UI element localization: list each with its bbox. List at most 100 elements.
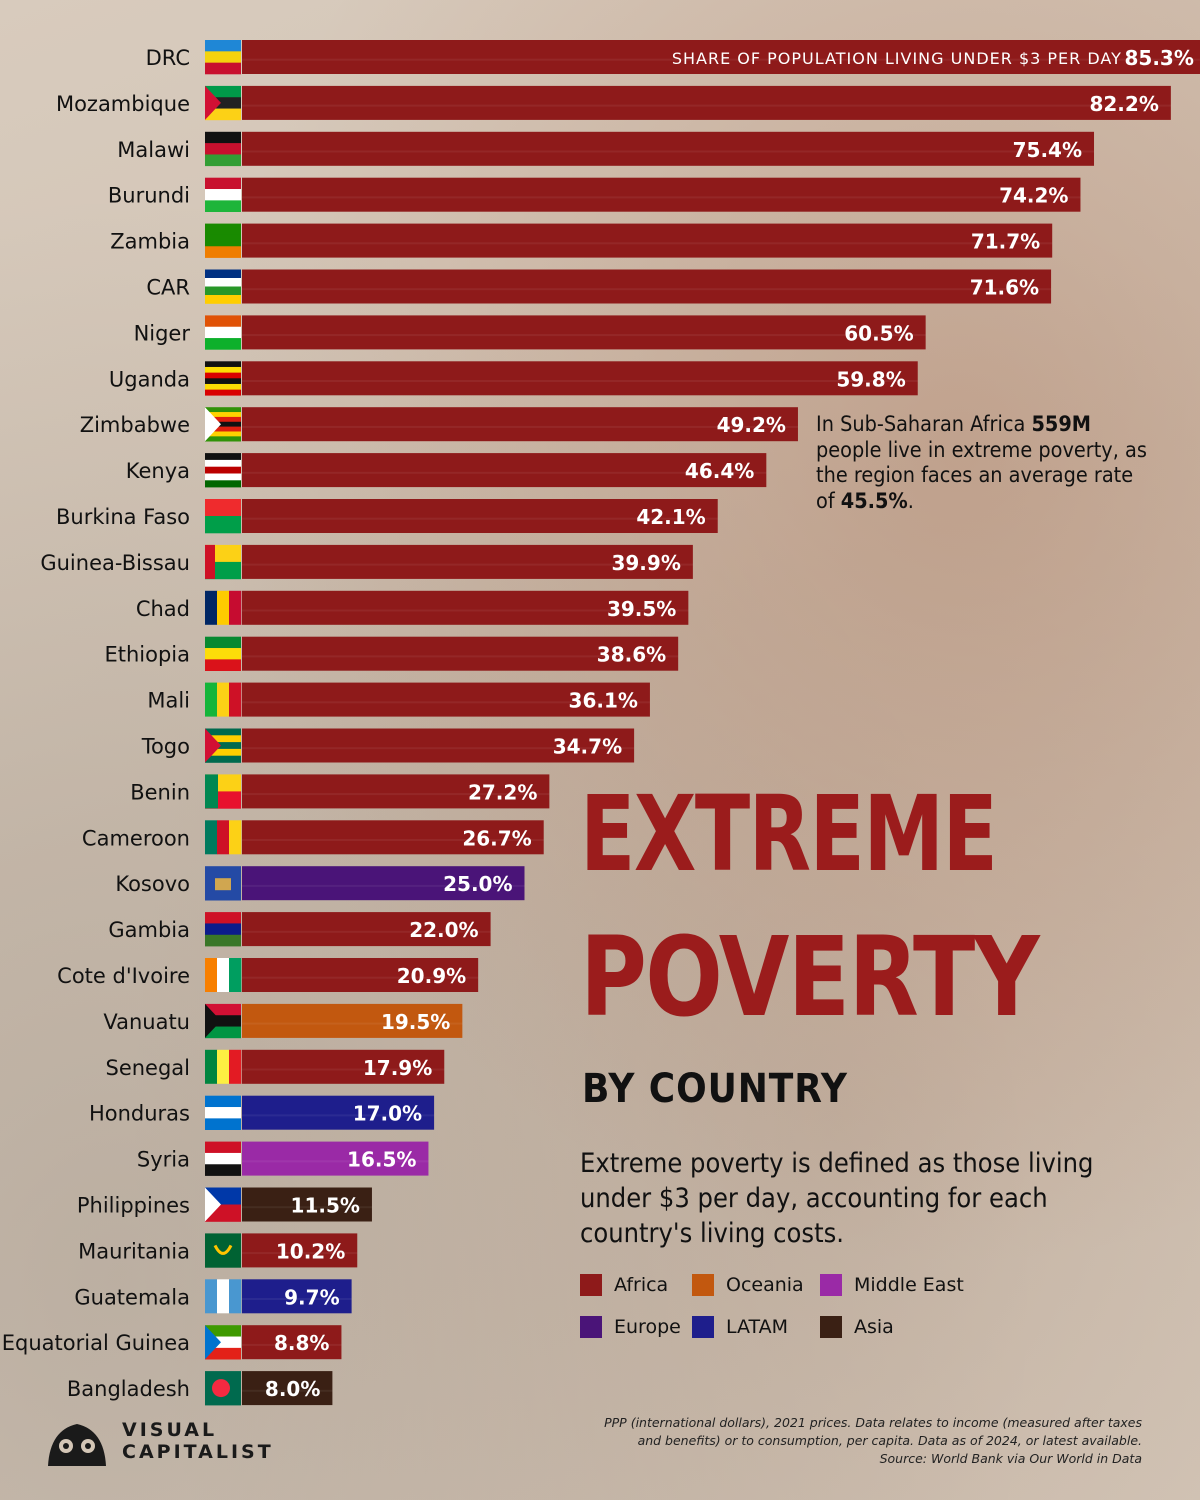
flag-icon [205,774,241,809]
visual-capitalist-logo: VISUAL CAPITALIST [44,1416,284,1472]
bar-texture [242,1114,435,1117]
bar-texture [242,150,1095,153]
flag-icon [205,1095,241,1130]
legend-swatch [820,1274,842,1296]
bar-texture [242,884,525,887]
bar [242,1095,435,1130]
bar [242,40,1200,74]
bar-row-honduras: Honduras 17.0% [89,1095,435,1130]
legend-label: Middle East [854,1274,964,1296]
value-label: 38.6% [597,643,666,667]
flag-icon [205,1233,241,1268]
bar-row-philippines: Philippines 11.5% [77,1187,372,1222]
flag-icon [205,866,241,901]
value-label: 49.2% [717,413,786,437]
headline-extreme: EXTREME [580,773,998,895]
category-label: Togo [141,735,190,759]
category-label: Uganda [109,367,190,391]
bar-row-kenya: Kenya 46.4% [126,453,767,488]
flag-icon [205,544,241,580]
category-label: Senegal [105,1056,190,1080]
bar-texture [242,58,1200,61]
legend-label: LATAM [726,1316,789,1338]
category-label: Vanuatu [103,1010,190,1034]
bar-row-togo: Togo 34.7% [141,728,635,763]
bar-texture [242,1206,372,1209]
bar-row-chad: Chad 39.5% [136,590,689,625]
bar [242,544,693,579]
bar [242,453,767,488]
bar-row-gambia: Gambia 22.0% [108,912,491,947]
category-label: Guatemala [74,1285,190,1309]
series-label: SHARE OF POPULATION LIVING UNDER $3 PER … [672,49,1122,68]
bar [242,636,679,671]
bar [242,85,1171,120]
bar [242,1003,463,1038]
category-label: Honduras [89,1102,190,1126]
category-label: Benin [130,780,190,804]
source-line-1: PPP (international dollars), 2021 prices… [604,1415,1142,1430]
value-label: 8.8% [274,1331,329,1355]
flag-icon [205,1003,241,1039]
legend-item-middle-east: Middle East [820,1272,964,1298]
value-label: 8.0% [265,1377,320,1401]
category-label: Guinea-Bissau [40,551,190,575]
logo-line-2: CAPITALIST [122,1440,274,1463]
bar-texture [242,1160,429,1163]
legend-swatch [820,1316,842,1338]
category-label: DRC [146,46,190,70]
category-label: Burkina Faso [56,505,190,529]
value-label: 34.7% [553,735,622,759]
legend-item-asia: Asia [820,1314,894,1340]
bar-texture [242,793,550,796]
bar-row-kosovo: Kosovo 25.0% [115,866,525,901]
bar [242,407,798,442]
bar-row-mali: Mali 36.1% [147,682,650,717]
bar [242,820,544,855]
category-label: Mali [147,689,190,713]
bar-texture [242,380,918,382]
bar-texture [242,334,926,337]
value-label: 59.8% [836,367,905,391]
legend-swatch [692,1274,714,1296]
flag-icon [205,820,242,855]
bar-row-zambia: Zambia 71.7% [110,223,1053,258]
bar-texture [242,104,1171,107]
bar-row-cameroon: Cameroon 26.7% [82,820,544,855]
category-label: Zimbabwe [80,413,190,437]
bar-row-mauritania: Mauritania 10.2% [78,1233,358,1268]
category-label: Equatorial Guinea [2,1331,190,1355]
callout-text-post: . [907,488,914,513]
bar [242,315,926,350]
category-label: Niger [134,321,191,345]
value-label: 36.1% [569,689,638,713]
value-label: 26.7% [462,826,531,850]
bar-texture [242,747,635,750]
category-label: CAR [146,276,190,300]
bar-texture [242,242,1053,245]
bar-row-burundi: Burundi 74.2% [108,177,1081,212]
source-note: PPP (international dollars), 2021 prices… [542,1414,1142,1468]
bar-texture [242,655,679,658]
legend-label: Europe [614,1316,681,1338]
category-label: Mozambique [56,92,190,116]
bar-row-car: CAR 71.6% [146,269,1052,304]
category-label: Philippines [77,1194,190,1218]
value-label: 71.6% [970,276,1039,300]
headline-subtitle: BY COUNTRY [582,1066,848,1112]
legend-item-africa: Africa [580,1272,668,1298]
bar-row-ethiopia: Ethiopia 38.6% [104,636,679,671]
africa-callout: In Sub-Saharan Africa 559M people live i… [816,412,1147,514]
callout-text-pre: In Sub-Saharan Africa [816,412,1032,436]
value-label: 39.9% [611,551,680,575]
value-label: 22.0% [409,918,478,942]
bar-texture [242,1298,352,1300]
bar [242,912,491,947]
bar-texture [242,1068,445,1071]
bar-texture [242,1252,358,1255]
legend-swatch [580,1316,602,1338]
bar-texture [242,976,479,979]
category-label: Cote d'Ivoire [57,964,190,988]
bar-row-drc: DRC 85.3%SHARE OF POPULATION LIVING UNDER… [146,40,1200,75]
value-label: 85.3% [1124,46,1193,70]
